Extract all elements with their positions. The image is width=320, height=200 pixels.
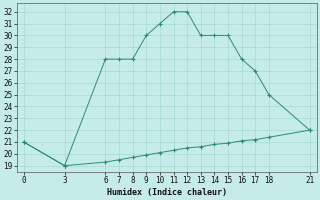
- X-axis label: Humidex (Indice chaleur): Humidex (Indice chaleur): [107, 188, 227, 197]
